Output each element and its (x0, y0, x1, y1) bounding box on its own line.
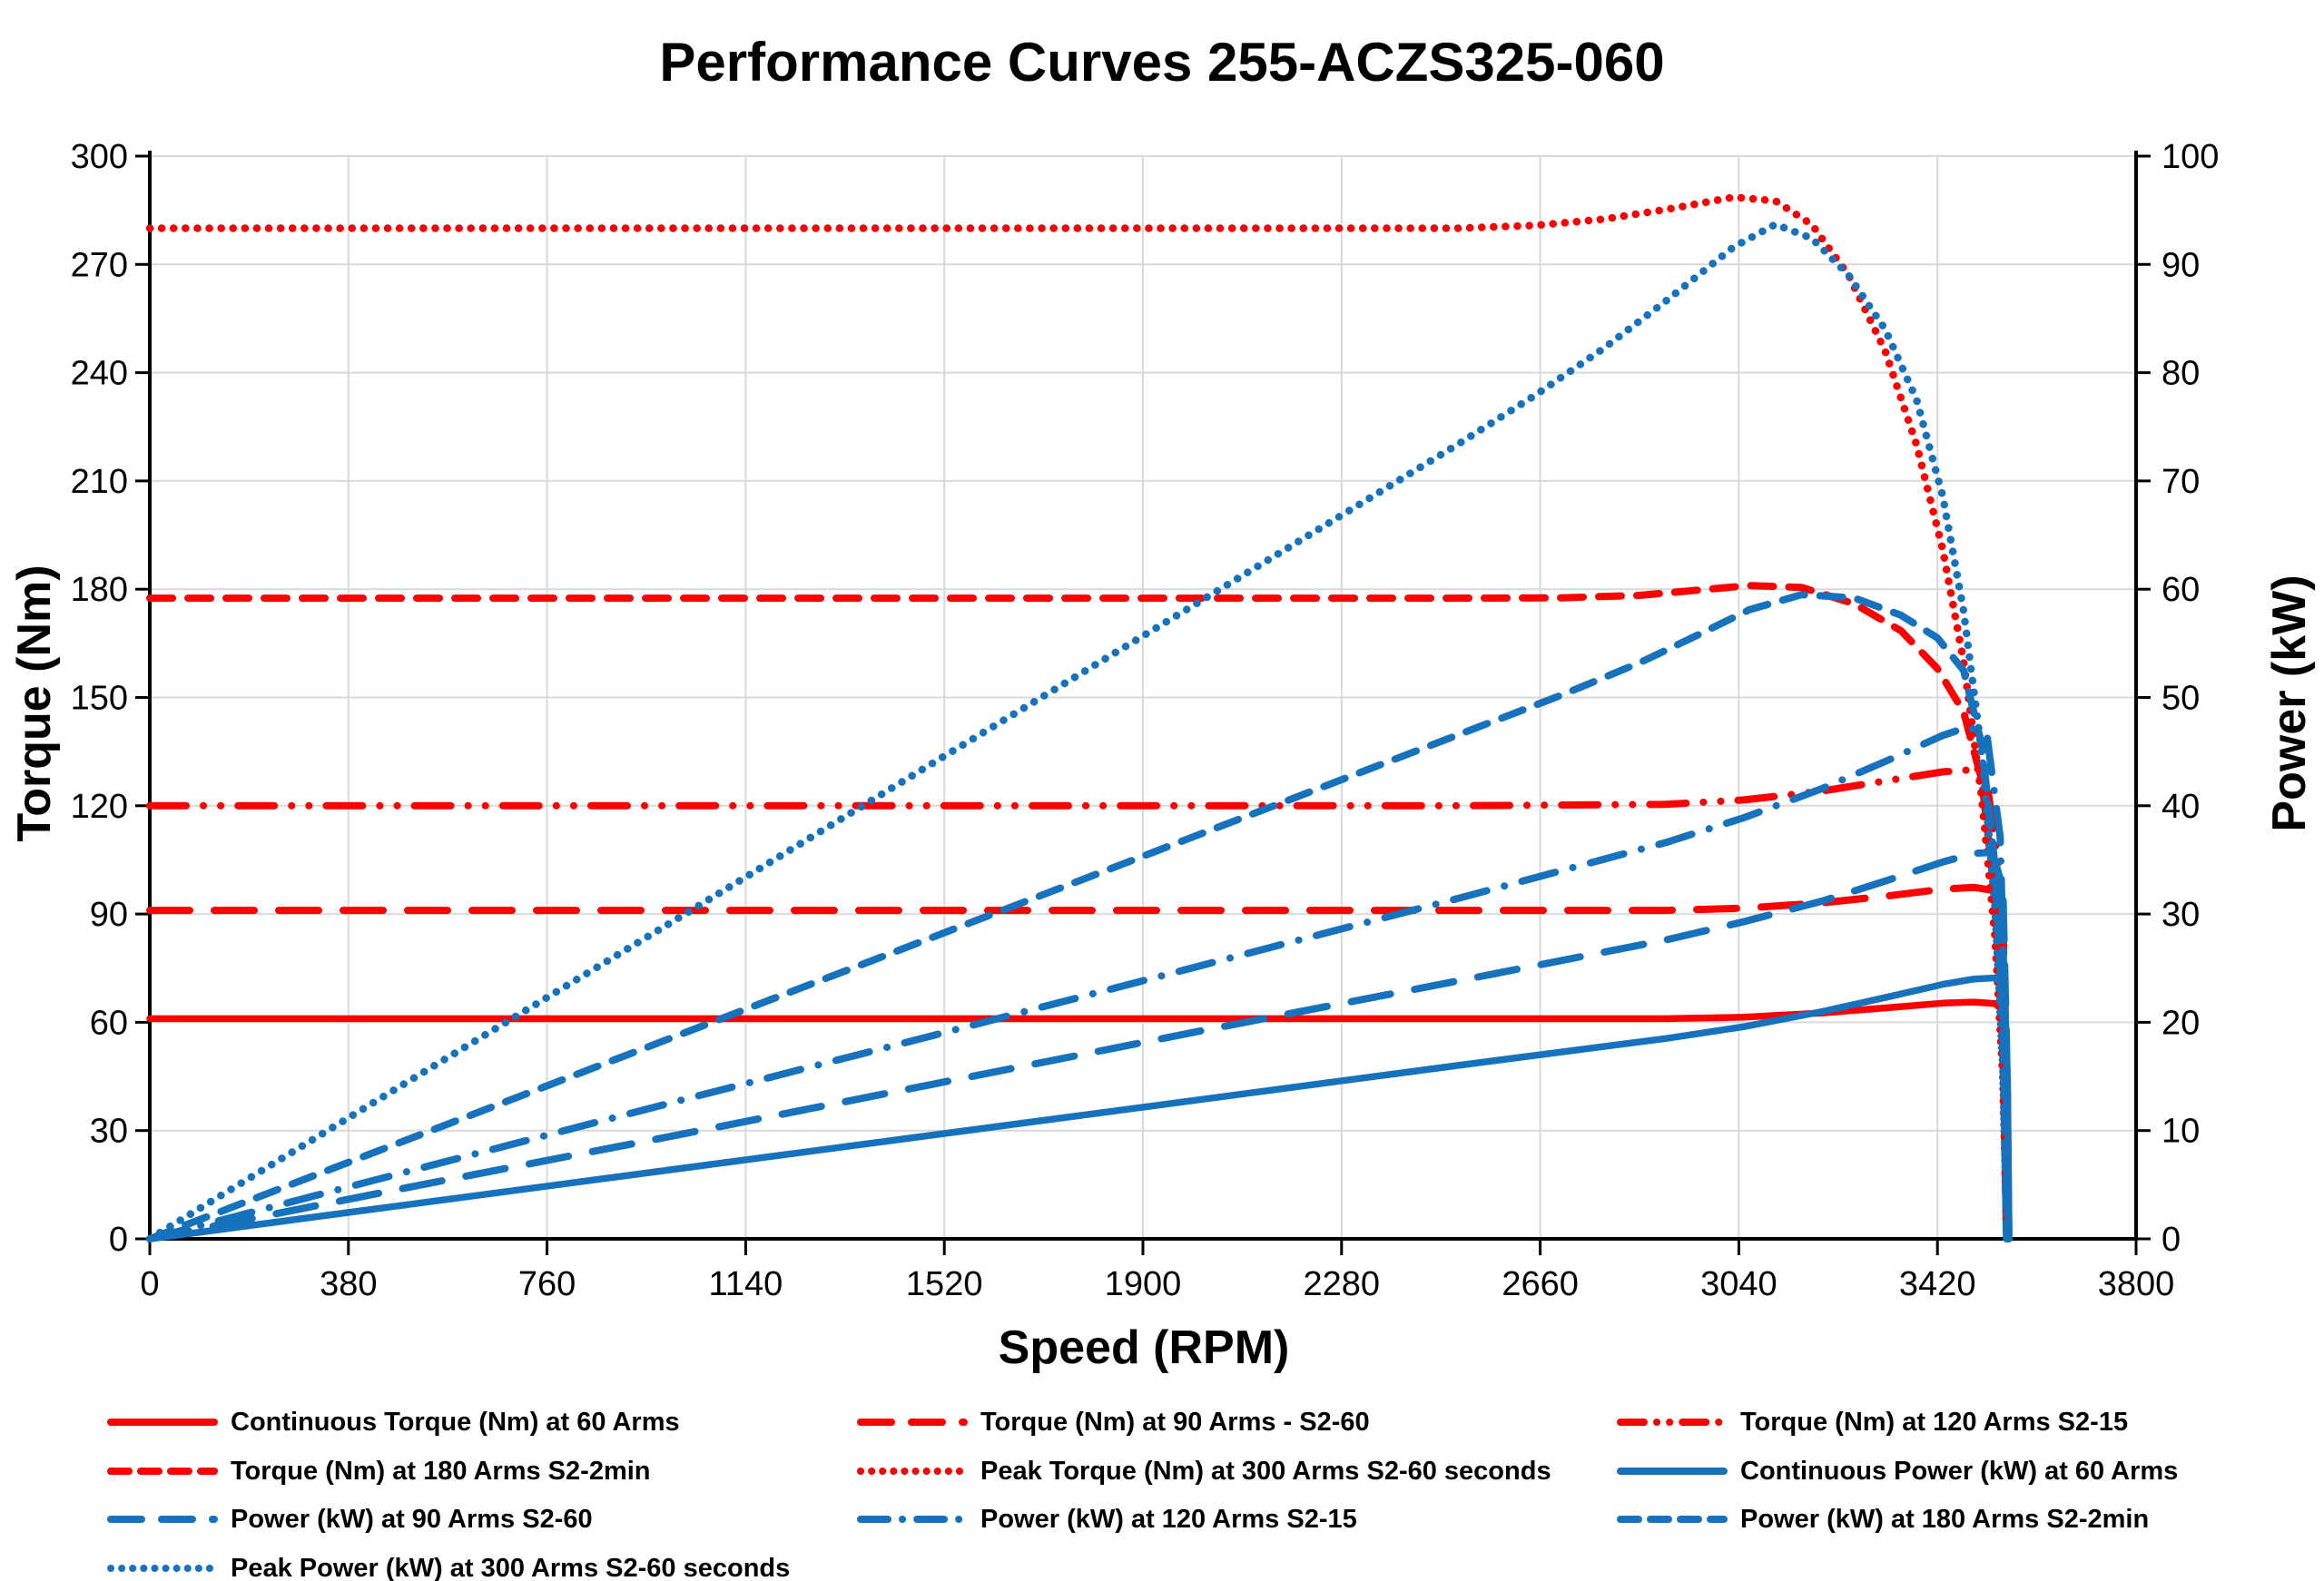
y-left-tick-label: 270 (71, 246, 128, 284)
x-tick-label: 1900 (1105, 1265, 1182, 1303)
curve-torque-90 (146, 883, 2013, 1242)
y-left-tick-label: 0 (109, 1221, 128, 1259)
y-left-tick-label: 240 (71, 355, 128, 393)
y-left-tick-label: 120 (71, 788, 128, 826)
y-right-tick-label: 50 (2162, 680, 2200, 718)
curve-power-90 (146, 849, 2013, 1242)
x-tick-label: 3420 (1899, 1265, 1976, 1303)
x-tick-label: 380 (320, 1265, 377, 1303)
y-right-tick-label: 10 (2162, 1113, 2200, 1151)
curve-power-300 (145, 220, 2012, 1243)
y-right-tick-label: 70 (2162, 463, 2200, 501)
y-axis-right-title: Power (kW) (2263, 574, 2316, 832)
y-left-tick-label: 210 (71, 463, 128, 501)
x-tick-label: 1140 (709, 1265, 783, 1303)
y-right-tick-label: 60 (2162, 571, 2200, 609)
chart-title: Performance Curves 255-ACZS325-060 (659, 32, 1665, 93)
x-tick-label: 760 (518, 1265, 576, 1303)
y-right-tick-label: 40 (2162, 788, 2200, 826)
x-axis-title: Speed (RPM) (998, 1321, 1290, 1374)
curve-power-180 (146, 591, 2011, 1242)
y-right-tick-label: 20 (2162, 1004, 2200, 1042)
curve-torque-120 (146, 766, 2012, 1242)
y-left-tick-label: 300 (71, 138, 128, 176)
x-tick-label: 3800 (2098, 1265, 2175, 1303)
y-left-tick-label: 150 (71, 680, 128, 718)
y-right-tick-label: 80 (2162, 355, 2200, 393)
x-tick-label: 2660 (1502, 1265, 1579, 1303)
y-axis-left-title: Torque (Nm) (8, 565, 61, 842)
y-right-tick-label: 0 (2162, 1221, 2181, 1259)
y-left-tick-label: 90 (90, 896, 128, 934)
y-left-tick-label: 60 (90, 1004, 128, 1042)
curve-torque-300 (145, 193, 2012, 1243)
y-left-tick-label: 180 (71, 571, 128, 609)
y-right-tick-label: 90 (2162, 246, 2200, 284)
x-tick-label: 1520 (906, 1265, 983, 1303)
x-tick-label: 3040 (1700, 1265, 1777, 1303)
curve-torque-180 (146, 582, 2011, 1242)
y-right-tick-label: 100 (2162, 138, 2219, 176)
y-right-tick-label: 30 (2162, 896, 2200, 934)
x-tick-label: 0 (140, 1265, 159, 1303)
x-tick-label: 2280 (1304, 1265, 1381, 1303)
y-left-tick-label: 30 (90, 1113, 128, 1151)
curve-power-120 (146, 722, 2012, 1242)
